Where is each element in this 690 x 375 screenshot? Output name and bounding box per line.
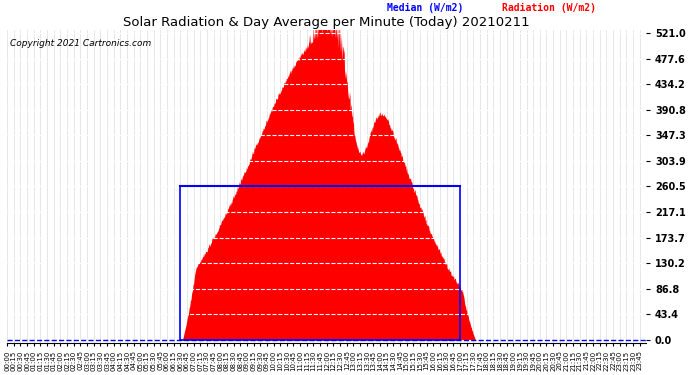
Text: Copyright 2021 Cartronics.com: Copyright 2021 Cartronics.com	[10, 39, 152, 48]
Bar	[180, 186, 460, 340]
Title: Solar Radiation & Day Average per Minute (Today) 20210211: Solar Radiation & Day Average per Minute…	[124, 16, 530, 29]
Text: Median (W/m2): Median (W/m2)	[387, 3, 464, 13]
Text: Radiation (W/m2): Radiation (W/m2)	[502, 3, 596, 13]
